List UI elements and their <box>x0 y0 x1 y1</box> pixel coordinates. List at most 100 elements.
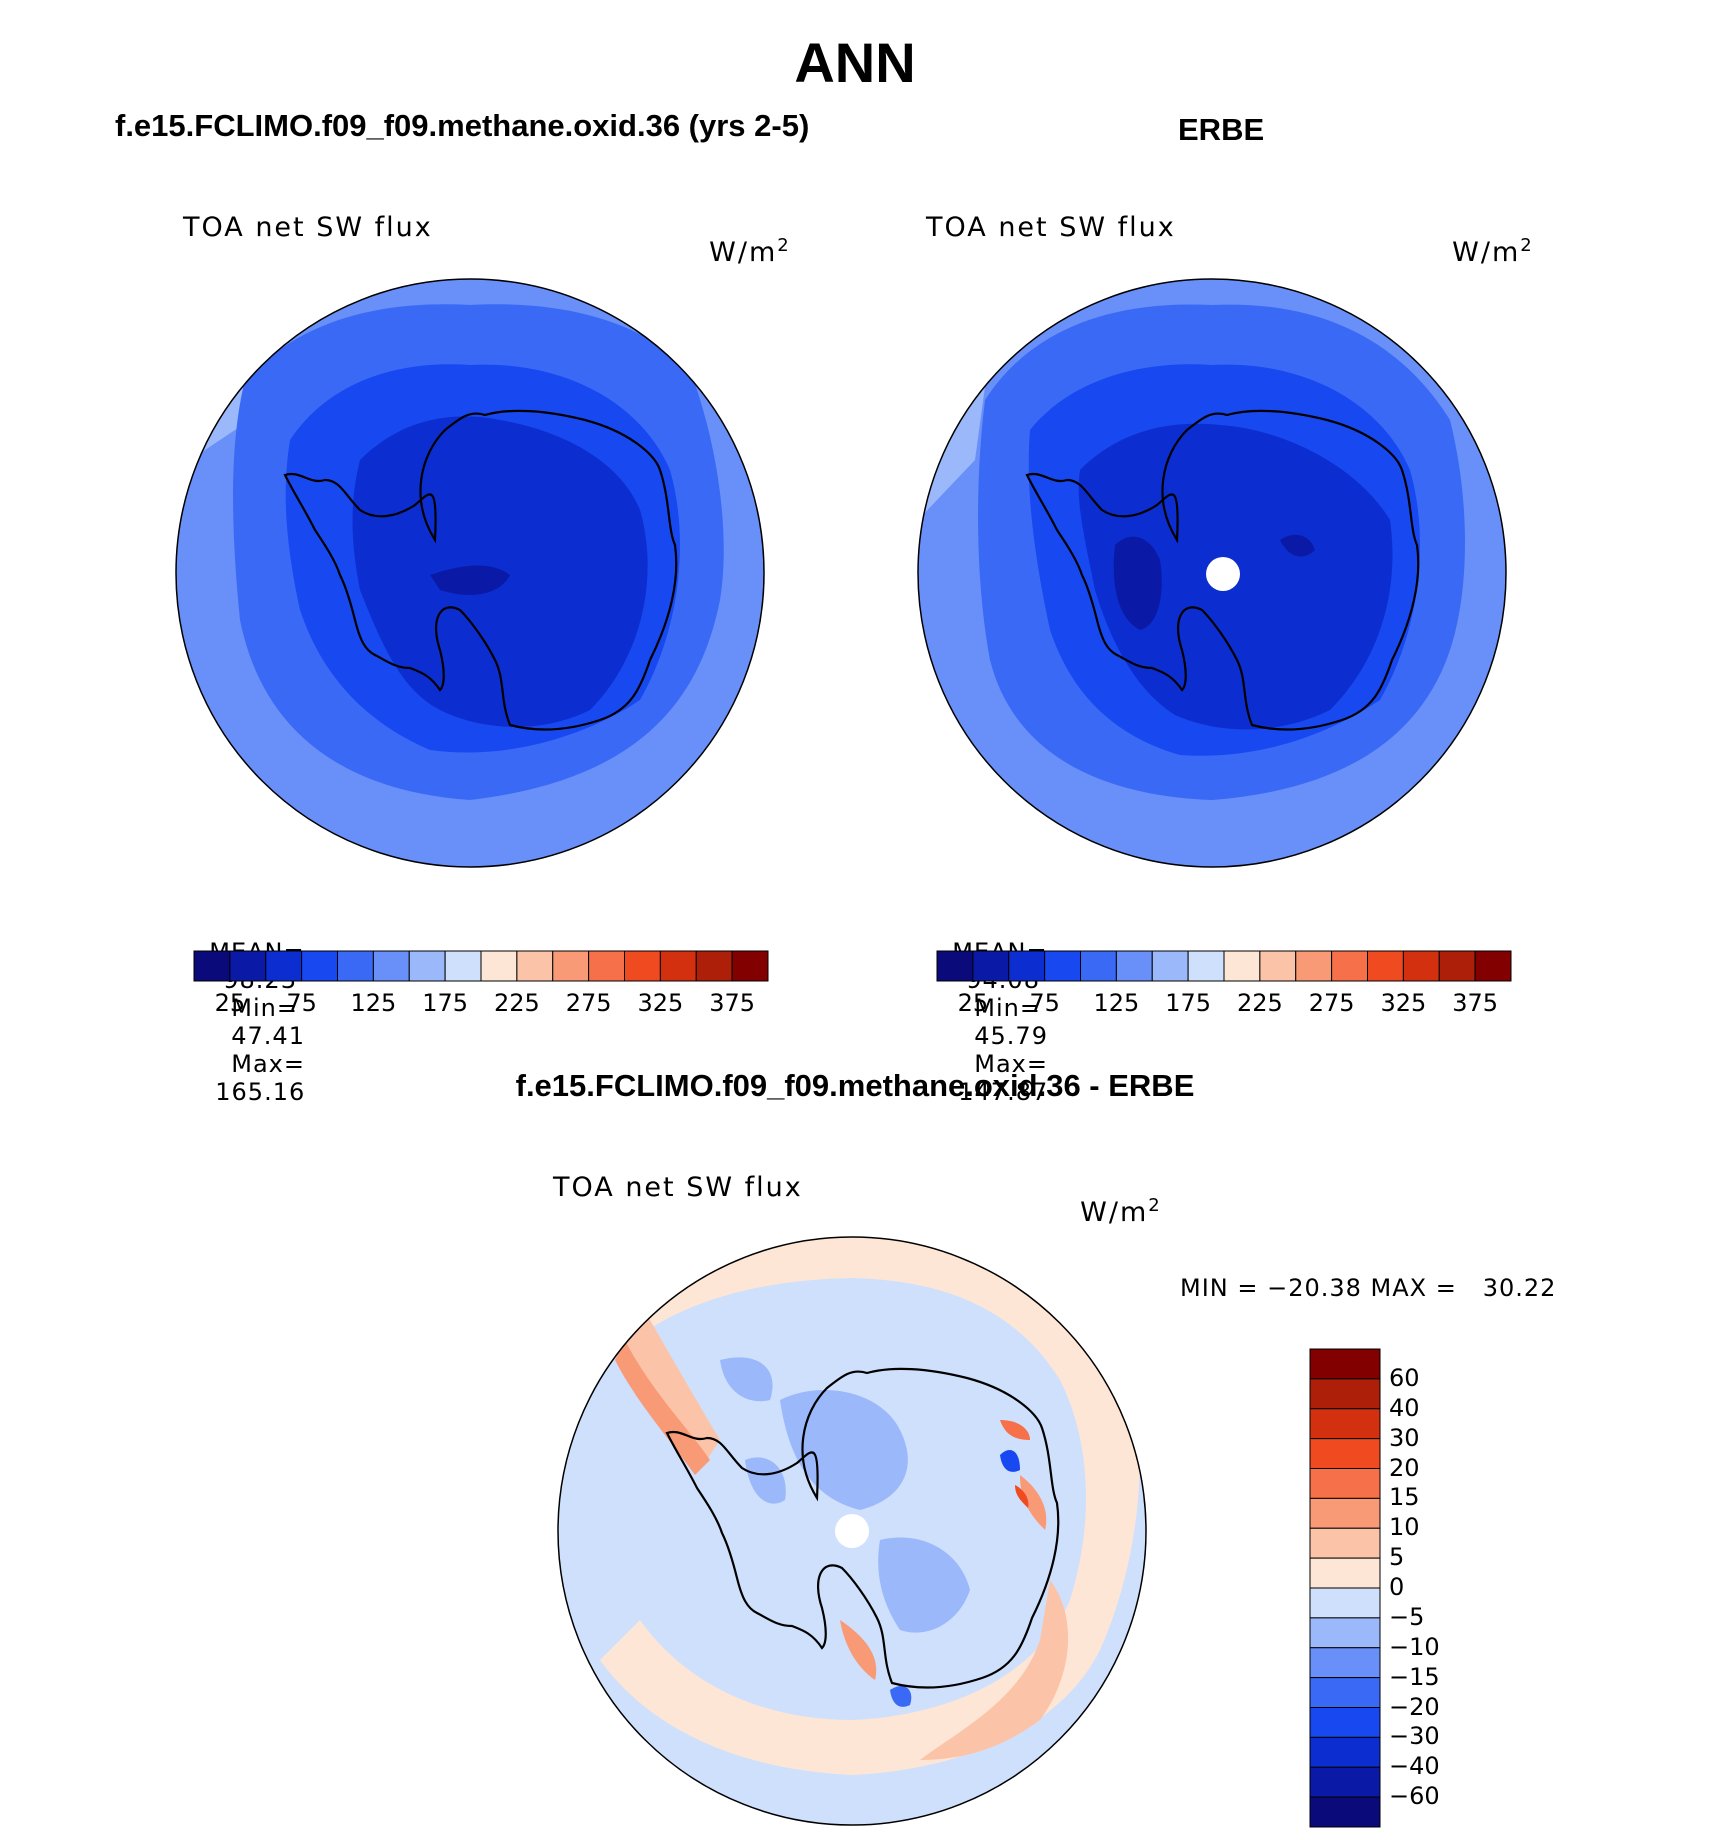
right-max-value: 147.87 <box>958 1078 1049 1106</box>
colorbar-swatch <box>1309 1468 1381 1499</box>
colorbar-tick-label: 10 <box>1389 1513 1420 1542</box>
colorbar-tick-label: 125 <box>350 989 397 1017</box>
colorbar-tick-label: 275 <box>565 989 612 1017</box>
colorbar-swatch <box>1223 950 1261 982</box>
colorbar-swatch <box>1309 1378 1381 1410</box>
colorbar-tick-label: 175 <box>422 989 469 1017</box>
colorbar-swatch <box>337 950 374 982</box>
colorbar-swatch <box>1309 1527 1381 1559</box>
colorbar-swatch <box>624 950 661 982</box>
colorbar-swatch <box>1309 1647 1381 1679</box>
colorbar-swatch <box>1309 1617 1381 1649</box>
right-units-text: W/m <box>1452 237 1521 268</box>
colorbar-swatch <box>444 950 482 982</box>
diff-units-text: W/m <box>1080 1197 1149 1228</box>
left-panel-title: f.e15.FCLIMO.f09_f09.methane.oxid.36 (yr… <box>115 108 810 143</box>
right-min-value: 45.79 <box>974 1022 1048 1050</box>
diff-units-exp: 2 <box>1148 1195 1162 1216</box>
colorbar-swatch <box>1309 1557 1381 1589</box>
colorbar-tick-label: −40 <box>1389 1752 1440 1781</box>
colorbar-swatch <box>265 950 303 982</box>
diff-coastline <box>665 1367 1060 1689</box>
diff-minmax-label: MIN = −20.38 MAX = 30.22 <box>1180 1274 1557 1302</box>
colorbar-tick-label: −15 <box>1389 1662 1440 1691</box>
colorbar-swatch <box>1309 1677 1381 1708</box>
colorbar-tick-label: −60 <box>1389 1782 1440 1811</box>
left-units-label: W/m2 <box>688 204 791 268</box>
colorbar-tick-label: 0 <box>1389 1573 1405 1601</box>
colorbar-swatch <box>1080 950 1117 982</box>
left-map-contours <box>176 279 764 867</box>
left-units-text: W/m <box>709 237 778 268</box>
colorbar-tick-label: 15 <box>1389 1483 1420 1512</box>
colorbar-tick-label: 325 <box>1380 989 1427 1017</box>
right-coastline <box>1025 409 1420 731</box>
right-map-contours <box>918 279 1506 867</box>
left-colorbar <box>193 950 769 982</box>
colorbar-tick-label: −30 <box>1389 1722 1440 1751</box>
colorbar-swatch <box>1331 950 1368 982</box>
colorbar-swatch <box>972 950 1010 982</box>
colorbar-tick-label: 375 <box>1452 989 1499 1017</box>
colorbar-tick-label: 225 <box>1236 989 1283 1017</box>
colorbar-swatch <box>1309 1736 1381 1768</box>
diff-units-label: W/m2 <box>1059 1164 1162 1228</box>
colorbar-tick-label: 20 <box>1389 1453 1420 1482</box>
colorbar-swatch <box>1402 950 1440 982</box>
colorbar-swatch <box>1309 1438 1381 1469</box>
colorbar-swatch <box>1474 950 1512 982</box>
colorbar-swatch <box>1367 950 1404 982</box>
left-max-label: Max= <box>231 1050 305 1078</box>
colorbar-tick-label: 25 <box>957 989 989 1017</box>
colorbar-swatch <box>1115 950 1153 982</box>
colorbar-tick-label: 30 <box>1389 1423 1420 1452</box>
colorbar-tick-label: −5 <box>1389 1602 1425 1631</box>
diff-pole-hole <box>835 1514 869 1548</box>
colorbar-swatch <box>588 950 625 982</box>
colorbar-swatch <box>731 950 769 982</box>
colorbar-tick-label: 175 <box>1165 989 1212 1017</box>
colorbar-swatch <box>229 950 267 982</box>
right-max-label: Max= <box>974 1050 1048 1078</box>
left-coastline <box>283 409 678 731</box>
diff-variable-label: TOA net SW flux <box>553 1172 803 1203</box>
colorbar-tick-label: −10 <box>1389 1632 1440 1661</box>
season-title: ANN <box>794 31 916 94</box>
left-min-value: 47.41 <box>231 1022 305 1050</box>
colorbar-swatch <box>1309 1497 1381 1529</box>
diff-colorbar <box>1309 1348 1381 1828</box>
colorbar-tick-label: 225 <box>493 989 540 1017</box>
colorbar-swatch <box>695 950 733 982</box>
colorbar-swatch <box>1008 950 1046 982</box>
diff-map-contours <box>558 1237 1146 1825</box>
right-variable-label: TOA net SW flux <box>926 212 1176 243</box>
right-panel-title: ERBE <box>1178 112 1265 147</box>
colorbar-tick-label: 275 <box>1308 989 1355 1017</box>
colorbar-swatch <box>516 950 554 982</box>
colorbar-swatch <box>408 950 446 982</box>
colorbar-tick-label: 325 <box>637 989 684 1017</box>
colorbar-swatch <box>301 950 338 982</box>
colorbar-swatch <box>1309 1766 1381 1798</box>
left-variable-label: TOA net SW flux <box>183 212 433 243</box>
colorbar-swatch <box>1438 950 1476 982</box>
diff-panel-title: f.e15.FCLIMO.f09_f09.methane.oxid.36 - E… <box>515 1068 1195 1103</box>
colorbar-tick-label: 75 <box>1029 989 1060 1017</box>
colorbar-swatch <box>1309 1796 1381 1828</box>
colorbar-swatch <box>1044 950 1081 982</box>
colorbar-swatch <box>1259 950 1297 982</box>
left-min-label: Min= <box>231 994 298 1022</box>
left-colorbar-ticks: 25 75 125 175 225 275 325 375 <box>0 989 1710 1019</box>
colorbar-tick-label: 375 <box>709 989 756 1017</box>
colorbar-swatch <box>372 950 410 982</box>
colorbar-swatch <box>1309 1408 1381 1440</box>
right-units-label: W/m2 <box>1431 204 1534 268</box>
right-min-label: Min= <box>974 994 1041 1022</box>
colorbar-tick-label: −20 <box>1389 1692 1440 1721</box>
colorbar-swatch <box>1295 950 1333 982</box>
colorbar-swatch <box>936 950 974 982</box>
colorbar-tick-label: 60 <box>1389 1363 1420 1392</box>
colorbar-swatch <box>552 950 590 982</box>
colorbar-swatch <box>1187 950 1225 982</box>
colorbar-tick-label: 40 <box>1389 1393 1420 1422</box>
